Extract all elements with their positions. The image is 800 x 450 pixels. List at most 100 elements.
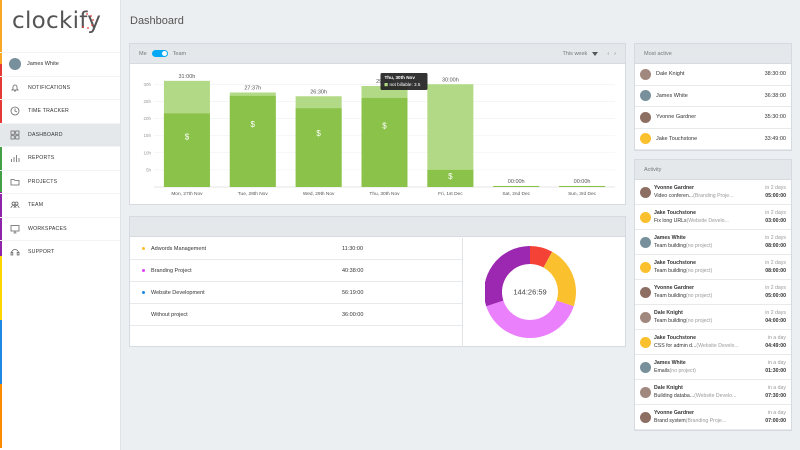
most-active-title: Most active [635, 44, 791, 64]
billable-dollar-icon: $ [448, 172, 453, 181]
activity-row[interactable]: Yvonne Gardner Brand system(Branding Proj… [635, 405, 791, 430]
project-row[interactable]: Branding Project 40:38:00 [130, 260, 462, 282]
activity-time: 04:49:00 [765, 343, 786, 349]
color-strip-segment [0, 192, 2, 256]
activity-project: (no project) [669, 368, 696, 374]
activity-ago: in a day [767, 359, 786, 366]
user-avatar [640, 133, 651, 145]
donut-slice[interactable] [543, 251, 576, 307]
me-team-toggle[interactable] [151, 50, 168, 57]
weekly-bar-chart: 30h 25h 20h 15h 10h 5h 31:00h $ Mon, 27th Nov 27:… [143, 72, 615, 197]
sidebar-item-workspaces[interactable]: WORKSPACES [0, 216, 120, 241]
donut-slice[interactable] [485, 246, 530, 307]
bar-billable [361, 97, 408, 187]
project-color-dot [142, 291, 145, 294]
activity-row[interactable]: Jake Touchstone Team building(no project)… [635, 255, 791, 280]
team-icon [9, 200, 20, 211]
projects-list: Adwords Management 11:30:00 Branding Proje… [130, 238, 462, 326]
activity-ago: in 2 days [765, 309, 786, 316]
donut-slice[interactable] [530, 246, 553, 268]
bar-billable [229, 95, 276, 187]
activity-ago: in 2 days [765, 284, 786, 291]
activity-description: Team building [654, 293, 687, 299]
sidebar-item-team[interactable]: TEAM [0, 193, 120, 217]
activity-row[interactable]: Yvonne Gardner Team building(no project) i… [635, 280, 791, 305]
activity-description: Video conferen... [654, 193, 694, 199]
activity-time: 07:00:00 [765, 418, 786, 424]
activity-description: CSS for admin d... [654, 343, 697, 349]
project-row[interactable]: Website Development 56:19:00 [130, 282, 462, 304]
activity-row[interactable]: Yvonne Gardner Video conferen...(Branding… [635, 180, 791, 205]
y-tick-label: 5h [146, 167, 152, 172]
project-row[interactable]: Adwords Management 11:30:00 [130, 238, 462, 260]
activity-time: 07:30:00 [765, 393, 786, 399]
activity-time: 05:00:00 [765, 193, 786, 199]
user-name: Jake Touchstone [656, 135, 698, 142]
monitor-icon [9, 223, 20, 234]
sidebar-item-support[interactable]: SUPPORT [0, 240, 120, 264]
activity-row[interactable]: Jake Touchstone CSS for admin d...(Websit… [635, 330, 791, 355]
sidebar-item-time-tracker[interactable]: TIME TRACKER [0, 99, 120, 123]
sidebar-item-notifications[interactable]: NOTIFICATIONS [0, 75, 120, 100]
project-name: Website Development [151, 289, 205, 296]
most-active-row[interactable]: Yvonne Gardner 35:30:00 [635, 107, 791, 129]
project-row[interactable]: Without project 36:00:00 [130, 304, 462, 326]
y-tick-label: 15h [143, 133, 151, 138]
prev-week-button[interactable]: ‹ [607, 50, 610, 57]
sidebar-item-user[interactable]: James White [0, 52, 120, 76]
projects-header [130, 217, 625, 237]
activity-project: (Website Develo... [696, 343, 739, 349]
project-name: Without project [151, 311, 188, 318]
bar-total-label: 30:00h [442, 77, 459, 83]
next-week-button[interactable]: › [614, 50, 616, 57]
project-color-dot [142, 269, 145, 272]
y-tick-label: 30h [143, 82, 151, 87]
activity-user: Yvonne Gardner [654, 284, 695, 291]
activity-row[interactable]: Jake Touchstone Fix long URLs(Website Dev… [635, 205, 791, 230]
headset-icon [9, 247, 20, 258]
activity-description: Building databa... [654, 393, 695, 399]
user-avatar [640, 411, 651, 423]
x-tick-label: Mon, 27th Nov [171, 191, 203, 197]
sidebar-item-projects[interactable]: PROJECTS [0, 169, 120, 194]
activity-description: Team building [654, 318, 687, 324]
most-active-row[interactable]: James White 36:38:00 [635, 86, 791, 107]
most-active-row[interactable]: Jake Touchstone 33:49:00 [635, 129, 791, 150]
color-strip-segment [0, 384, 2, 448]
sidebar-item-label: PROJECTS [28, 178, 58, 185]
divider [462, 238, 463, 347]
activity-user: Dale Knight [654, 309, 683, 316]
most-active-row[interactable]: Dale Knight 38:30:00 [635, 64, 791, 86]
sidebar-item-label: WORKSPACES [28, 225, 67, 232]
sidebar-item-dashboard[interactable]: DASHBOARD [0, 122, 120, 146]
donut-slice[interactable] [486, 300, 574, 338]
bar-total-label: 00:00h [508, 179, 525, 185]
activity-row[interactable]: Dale Knight Building databa...(Website De… [635, 380, 791, 405]
activity-user: Dale Knight [654, 384, 683, 391]
sidebar-item-reports[interactable]: REPORTS [0, 146, 120, 170]
user-time: 36:38:00 [764, 92, 786, 99]
user-avatar [640, 361, 651, 373]
activity-user: Jake Touchstone [654, 334, 696, 341]
activity-project: (no project) [686, 268, 713, 274]
activity-user: Jake Touchstone [654, 259, 696, 266]
project-duration: 56:19:00 [342, 289, 364, 296]
sidebar-item-label: TIME TRACKER [28, 108, 69, 115]
billable-dollar-icon: $ [185, 132, 190, 141]
x-tick-label: Sun, 3rd Dec [568, 191, 597, 197]
project-color-dot [142, 313, 145, 316]
activity-ago: in 2 days [765, 184, 786, 191]
folder-icon [9, 176, 20, 187]
chart-tooltip [380, 72, 428, 90]
x-tick-label: Tue, 28th Nov [238, 191, 269, 197]
activity-ago: in a day [767, 384, 786, 391]
activity-row[interactable]: James White Emails(no project) in a day 01:… [635, 355, 791, 380]
clockify-logo[interactable]: clockify [12, 8, 102, 34]
activity-row[interactable]: Dale Knight Team building(no project) in 2… [635, 305, 791, 330]
user-name: Yvonne Gardner [656, 114, 697, 121]
activity-ago: in 2 days [765, 209, 786, 216]
activity-description: Fix long URLs [654, 218, 687, 224]
chevron-down-icon[interactable] [592, 51, 599, 56]
activity-row[interactable]: James White Team building(no project) in 2… [635, 230, 791, 255]
range-select[interactable]: This week [562, 50, 588, 57]
